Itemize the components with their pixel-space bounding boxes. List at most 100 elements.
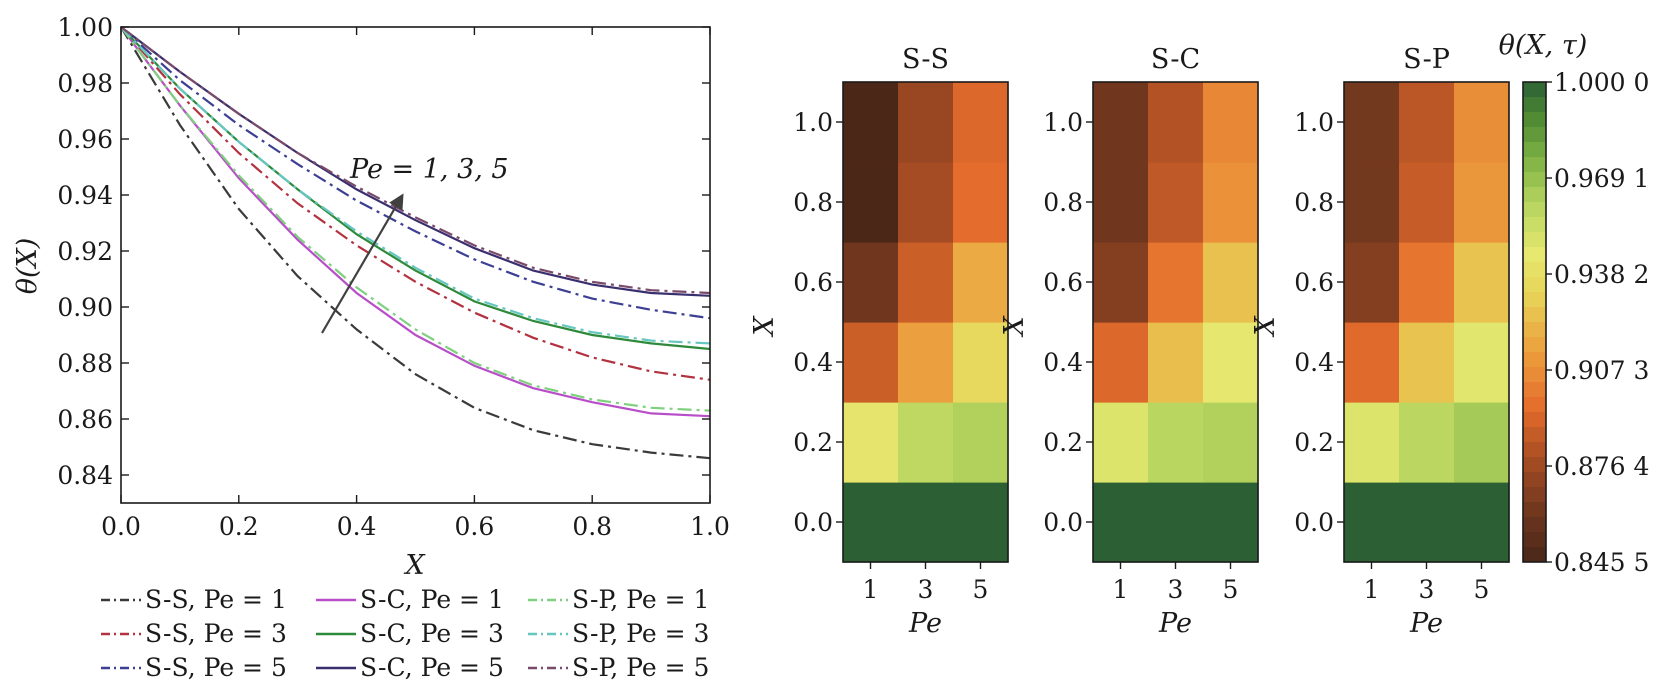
heatmap-cell bbox=[1344, 322, 1400, 403]
pe-annotation: Pe = 1, 3, 5 bbox=[349, 154, 509, 185]
x-tick-label: 0.6 bbox=[455, 512, 495, 541]
heatmap-cell bbox=[1344, 162, 1400, 243]
colorbar-step bbox=[1523, 112, 1546, 128]
colorbar-step bbox=[1523, 202, 1546, 218]
colorbar-step bbox=[1523, 337, 1546, 353]
heatmap-cell bbox=[1399, 482, 1455, 563]
heatmap-cell bbox=[898, 82, 954, 163]
colorbar-step bbox=[1523, 262, 1546, 278]
y-tick-label: 0.84 bbox=[57, 461, 113, 490]
heatmap-title: S-S bbox=[902, 44, 949, 75]
line-series-1 bbox=[120, 26, 711, 381]
colorbar-step bbox=[1523, 547, 1546, 563]
heatmap-x-tick-label: 3 bbox=[1419, 575, 1435, 604]
heatmap-y-tick-label: 0.4 bbox=[793, 348, 833, 377]
x-tick-label: 0.2 bbox=[219, 512, 259, 541]
legend-label: S-S, Pe = 3 bbox=[145, 619, 287, 648]
heatmap-cell bbox=[898, 482, 954, 563]
heatmap-cell bbox=[1203, 242, 1259, 323]
colorbar-step bbox=[1523, 97, 1546, 113]
heatmap-x-tick-label: 3 bbox=[1168, 575, 1184, 604]
line-series-8 bbox=[120, 26, 711, 295]
colorbar-step bbox=[1523, 367, 1546, 383]
legend-label: S-C, Pe = 3 bbox=[360, 619, 504, 648]
line-series-4 bbox=[120, 26, 711, 351]
heatmap-cell bbox=[1399, 162, 1455, 243]
heatmap-cell bbox=[898, 162, 954, 243]
heatmap-cell bbox=[1148, 402, 1204, 483]
x-tick-label: 1.0 bbox=[690, 512, 730, 541]
heatmap-cell bbox=[1148, 162, 1204, 243]
heatmap-panel-s-s: S-S 0.0 0.2 0.4 0.6 0.8 1.0 1 3 5 Pe X bbox=[749, 44, 1009, 639]
heatmap-x-tick-label: 3 bbox=[918, 575, 934, 604]
heatmap-cell bbox=[1344, 242, 1400, 323]
heatmap-cell bbox=[953, 162, 1009, 243]
heatmap-cell bbox=[1203, 322, 1259, 403]
legend: S-S, Pe = 1 S-S, Pe = 3 S-S, Pe = 5 S-C, Pe… bbox=[101, 585, 709, 682]
heatmap-cell bbox=[843, 162, 899, 243]
colorbar-step bbox=[1523, 307, 1546, 323]
line-series-3 bbox=[120, 26, 711, 418]
y-tick-label: 0.90 bbox=[57, 293, 113, 322]
heatmap-cell bbox=[1148, 242, 1204, 323]
colorbar-step bbox=[1523, 292, 1546, 308]
heatmap-y-tick-label: 0.2 bbox=[793, 428, 833, 457]
heatmap-cell bbox=[953, 482, 1009, 563]
heatmap-y-tick-label: 1.0 bbox=[1043, 108, 1083, 137]
legend-label: S-P, Pe = 1 bbox=[572, 585, 709, 614]
heatmap-y-label: X bbox=[749, 315, 780, 338]
heatmap-x-tick-label: 1 bbox=[863, 575, 879, 604]
heatmap-y-label: X bbox=[1250, 315, 1281, 338]
heatmap-title: S-C bbox=[1151, 44, 1200, 75]
heatmap-cell bbox=[1454, 322, 1510, 403]
y-tick-label: 0.94 bbox=[57, 181, 113, 210]
line-series-5 bbox=[120, 26, 711, 297]
heatmap-cell bbox=[843, 322, 899, 403]
heatmap-cell bbox=[1399, 242, 1455, 323]
heatmap-y-tick-label: 0.8 bbox=[1294, 188, 1334, 217]
colorbar-tick-label: 0.907 3 bbox=[1554, 356, 1649, 385]
colorbar-step bbox=[1523, 382, 1546, 398]
line-series-group bbox=[120, 26, 711, 460]
line-series-0 bbox=[120, 26, 711, 460]
heatmap-title: S-P bbox=[1403, 44, 1450, 75]
heatmap-cell bbox=[953, 82, 1009, 163]
colorbar-step bbox=[1523, 172, 1546, 188]
heatmap-y-tick-label: 0.6 bbox=[1043, 268, 1083, 297]
heatmap-cell bbox=[843, 482, 899, 563]
heatmap-y-tick-label: 1.0 bbox=[793, 108, 833, 137]
colorbar-step bbox=[1523, 232, 1546, 248]
x-axis-label: X bbox=[403, 550, 426, 581]
colorbar-step bbox=[1523, 247, 1546, 263]
heatmap-cell bbox=[1093, 162, 1149, 243]
heatmap-cell bbox=[1203, 162, 1259, 243]
heatmap-y-tick-label: 0.6 bbox=[1294, 268, 1334, 297]
x-tick-label: 0.8 bbox=[572, 512, 612, 541]
heatmap-cell bbox=[953, 242, 1009, 323]
colorbar-tick-label: 0.876 4 bbox=[1554, 452, 1649, 481]
legend-label: S-S, Pe = 1 bbox=[145, 585, 287, 614]
heatmap-cell bbox=[1344, 402, 1400, 483]
colorbar-step bbox=[1523, 532, 1546, 548]
heatmap-cell bbox=[1093, 482, 1149, 563]
heatmap-cell bbox=[1203, 402, 1259, 483]
colorbar-step bbox=[1523, 277, 1546, 293]
heatmap-panel-s-p: S-P 0.0 0.2 0.4 0.6 0.8 1.0 1 3 5 Pe X bbox=[1250, 44, 1510, 639]
heatmap-y-tick-label: 0.4 bbox=[1043, 348, 1083, 377]
heatmap-cell bbox=[1344, 482, 1400, 563]
heatmap-cell bbox=[953, 322, 1009, 403]
colorbar-step bbox=[1523, 487, 1546, 503]
heatmap-cell bbox=[1454, 242, 1510, 323]
heatmap-y-tick-label: 0.2 bbox=[1043, 428, 1083, 457]
y-tick-label: 0.88 bbox=[57, 349, 113, 378]
heatmap-cell bbox=[898, 322, 954, 403]
heatmap-cell bbox=[1454, 402, 1510, 483]
heatmap-x-tick-label: 1 bbox=[1364, 575, 1380, 604]
x-tick-label: 0.0 bbox=[101, 512, 141, 541]
colorbar-step bbox=[1523, 157, 1546, 173]
heatmap-cell bbox=[1203, 482, 1259, 563]
heatmap-cell bbox=[1344, 82, 1400, 163]
colorbar-tick-label: 1.000 0 bbox=[1554, 68, 1649, 97]
colorbar-step bbox=[1523, 322, 1546, 338]
